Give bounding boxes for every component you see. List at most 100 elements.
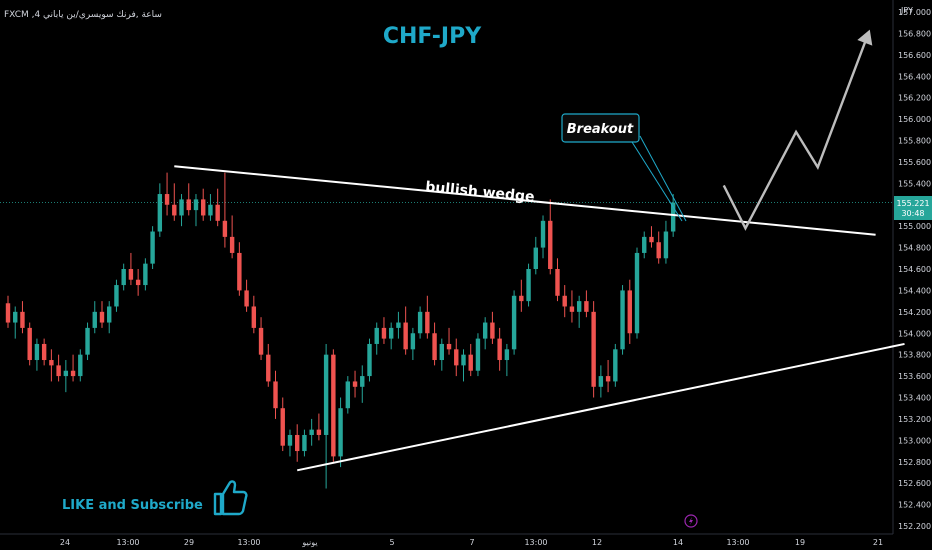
lower-trendline[interactable] [296, 342, 905, 472]
candle-body [548, 220, 553, 269]
candle-body [620, 290, 625, 350]
candle-body [656, 242, 661, 259]
candle-body [157, 194, 163, 232]
candle [309, 418, 314, 446]
candle-body [490, 322, 495, 339]
price-tick-label: 155.600 [898, 158, 931, 167]
price-tick-label: 152.600 [898, 479, 931, 488]
candle-body [251, 306, 257, 328]
candle-body [128, 269, 134, 280]
candle [613, 343, 618, 387]
candle [352, 370, 358, 398]
candle-body [439, 343, 444, 361]
candle [5, 295, 11, 328]
candle [403, 306, 408, 355]
candle [201, 188, 206, 221]
candle-body [345, 381, 351, 409]
candle [381, 317, 387, 344]
candle-body [634, 252, 640, 334]
breakout-callout[interactable] [561, 113, 640, 143]
projection-path[interactable] [722, 32, 870, 231]
candle-body [193, 199, 199, 211]
thumbs-up-icon[interactable] [213, 480, 248, 516]
candle-body [323, 354, 329, 435]
candle-body [584, 301, 589, 312]
candle-body [627, 290, 632, 334]
price-badge-value: 155.221 [896, 199, 929, 208]
candle [591, 301, 596, 398]
time-tick-label: 13:00 [237, 538, 260, 547]
candle-body [208, 204, 213, 216]
candle [49, 349, 54, 382]
price-tick-label: 156.400 [898, 72, 931, 81]
candle-body [70, 370, 76, 377]
candle [388, 322, 394, 350]
candle [649, 226, 654, 248]
price-tick-label: 153.800 [898, 351, 931, 360]
candle-body [613, 349, 618, 382]
candle [302, 429, 307, 457]
candle [576, 295, 582, 328]
candle-body [135, 279, 141, 286]
candle-body [374, 327, 379, 344]
candle-body [403, 322, 408, 350]
candle [482, 317, 488, 350]
candle-body [533, 247, 538, 269]
candle-body [41, 343, 47, 361]
candle-body [482, 322, 488, 339]
candle [367, 338, 372, 382]
candle [316, 413, 322, 441]
candle [150, 226, 155, 269]
candle [164, 172, 170, 216]
price-tick-label: 152.200 [898, 522, 931, 531]
candle-body [34, 343, 40, 361]
candle [56, 354, 61, 382]
time-axis[interactable]: 24 13:00 29 13:00 يونيو 5 7 13:00 12 14 13:00 19 21 [60, 538, 883, 547]
candle [454, 338, 459, 377]
candle-body [417, 311, 423, 334]
price-tick-label: 155.800 [898, 137, 931, 146]
candle [446, 327, 452, 355]
candle-body [244, 290, 249, 307]
candle-body [475, 338, 481, 371]
candle [468, 343, 473, 377]
candle [490, 311, 495, 344]
upper-trendline[interactable] [174, 165, 876, 236]
time-tick-label: يونيو [301, 538, 317, 547]
candle [157, 183, 163, 237]
candle [266, 343, 271, 387]
candle-body [410, 333, 416, 350]
candle-body [591, 311, 596, 387]
candle-body [56, 365, 61, 377]
candle-body [222, 220, 228, 237]
candle [99, 301, 105, 328]
candle [85, 322, 90, 361]
candle-body [569, 306, 575, 312]
candle-body [85, 327, 90, 355]
candle [410, 327, 416, 361]
candle [497, 327, 502, 371]
cta-text: LIKE and Subscribe [62, 498, 203, 513]
candle [27, 322, 32, 366]
candle [208, 194, 213, 221]
candle [251, 295, 257, 334]
symbol-line: FXCM ,4 ساعة ,فرنك سويسري/ين ياباني [4, 10, 162, 20]
candle [425, 295, 430, 339]
candle-body [150, 231, 155, 264]
price-tick-label: 153.000 [898, 436, 931, 445]
candle [555, 258, 560, 302]
candle-body [273, 381, 278, 409]
time-tick-label: 5 [389, 538, 394, 547]
price-tick-label: 156.600 [898, 51, 931, 60]
candle [461, 349, 466, 382]
candle [511, 290, 517, 355]
lightning-icon[interactable] [684, 514, 698, 528]
candle [562, 285, 567, 318]
breakout-pointer [631, 141, 683, 222]
candle [121, 263, 126, 291]
candle-body [555, 269, 560, 296]
candle [179, 194, 184, 227]
candle-body [107, 306, 112, 323]
